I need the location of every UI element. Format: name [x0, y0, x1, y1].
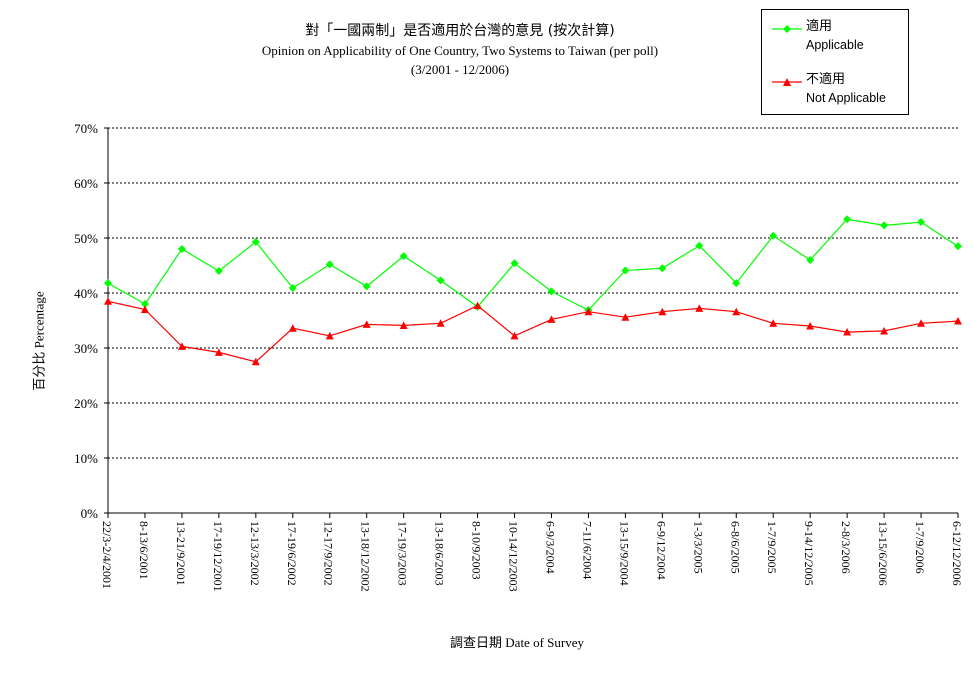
data-point-applicable	[843, 215, 852, 224]
x-tick-label: 6-9/3/2004	[543, 521, 557, 574]
y-tick-label: 60%	[74, 176, 98, 191]
series-line-not-applicable	[107, 300, 959, 363]
x-tick-label: 8-13/6/2001	[137, 521, 151, 580]
x-tick-label: 17-19/3/2003	[396, 521, 410, 586]
chart-subtitle: Opinion on Applicability of One Country,…	[261, 43, 659, 58]
x-tick-label: 22/3-2/4/2001	[100, 521, 114, 589]
data-point-applicable	[732, 279, 741, 288]
data-point-not-applicable	[473, 301, 482, 310]
data-point-not-applicable	[140, 305, 149, 313]
data-point-applicable	[436, 276, 445, 285]
x-tick-label: 13-18/6/2003	[433, 521, 447, 586]
data-point-applicable	[806, 256, 815, 264]
y-tick-label: 20%	[74, 396, 98, 411]
data-point-not-applicable	[621, 313, 630, 321]
data-point-applicable	[288, 284, 297, 293]
data-point-not-applicable	[732, 307, 741, 316]
x-tick-label: 13-15/6/2006	[876, 521, 890, 586]
x-tick-label: 6-12/12/2006	[950, 521, 964, 586]
y-tick-label: 50%	[74, 231, 98, 246]
x-tick-label: 1-7/9/2006	[913, 521, 927, 574]
legend-marker-applicable	[772, 25, 802, 33]
data-point-applicable	[177, 245, 186, 253]
x-tick-label: 13-15/9/2004	[617, 521, 631, 586]
data-point-applicable	[399, 252, 408, 261]
data-point-not-applicable	[510, 331, 519, 340]
x-tick-label: 17-19/6/2002	[285, 521, 299, 586]
data-point-applicable	[251, 237, 260, 246]
data-point-not-applicable	[584, 307, 593, 316]
data-point-not-applicable	[658, 307, 667, 316]
data-point-not-applicable	[917, 319, 926, 327]
x-tick-label: 13-21/9/2001	[174, 521, 188, 586]
data-point-not-applicable	[362, 320, 371, 328]
y-tick-label: 30%	[74, 341, 98, 356]
data-point-applicable	[658, 264, 667, 273]
data-point-not-applicable	[436, 319, 445, 327]
y-tick-label: 10%	[74, 451, 98, 466]
x-tick-label: 7-11/6/2004	[580, 521, 594, 579]
x-tick-label: 9-14/12/2005	[802, 521, 816, 586]
data-point-applicable	[917, 218, 926, 227]
legend-marker-not-applicable	[772, 78, 802, 86]
x-tick-label: 6-8/6/2005	[728, 521, 742, 574]
x-axis-label: 調查日期 Date of Survey	[450, 635, 584, 651]
x-tick-label: 2-8/3/2006	[839, 521, 853, 574]
data-point-applicable	[621, 266, 630, 275]
x-tick-label: 10-14/12/2003	[507, 521, 521, 592]
y-tick-label: 0%	[81, 506, 99, 521]
data-point-not-applicable	[288, 324, 297, 332]
x-tick-label: 12-13/3/2002	[248, 521, 262, 586]
x-tick-label: 1-7/9/2005	[765, 521, 779, 574]
data-point-not-applicable	[695, 304, 704, 312]
chart-period: (3/2001 - 12/2006)	[410, 62, 510, 77]
data-point-not-applicable	[769, 319, 778, 327]
x-tick-label: 8-10/9/2003	[470, 521, 484, 580]
y-tick-label: 40%	[74, 286, 98, 301]
data-point-applicable	[954, 242, 962, 251]
data-point-not-applicable	[177, 342, 186, 350]
data-point-not-applicable	[880, 326, 889, 335]
data-point-applicable	[880, 221, 889, 230]
legend-label-applicable: 適用 Applicable	[806, 19, 864, 52]
data-point-not-applicable	[806, 322, 815, 330]
x-tick-label: 12-17/9/2002	[322, 521, 336, 586]
data-point-applicable	[325, 260, 334, 269]
data-point-applicable	[362, 282, 371, 291]
y-tick-label: 70%	[74, 121, 98, 136]
x-tick-label: 17-19/12/2001	[211, 521, 225, 592]
data-point-not-applicable	[104, 297, 112, 305]
data-point-applicable	[695, 241, 704, 250]
data-point-not-applicable	[251, 357, 260, 366]
chart-legend: 適用 Applicable 不適用 Not Applicable	[761, 9, 909, 115]
legend-label-not-applicable: 不適用 Not Applicable	[806, 72, 886, 105]
x-tick-label: 13-18/12/2002	[359, 521, 373, 592]
data-point-not-applicable	[399, 321, 408, 329]
chart-title: 對「一國兩制」是否適用於台灣的意見 (按次計算)	[305, 23, 615, 39]
data-point-not-applicable	[843, 328, 852, 336]
series-line-applicable	[107, 218, 959, 311]
data-point-applicable	[140, 300, 149, 308]
data-point-applicable	[510, 259, 519, 268]
data-point-applicable	[769, 231, 778, 240]
data-point-not-applicable	[547, 315, 556, 323]
data-point-applicable	[104, 279, 112, 288]
x-tick-label: 6-9/12/2004	[654, 521, 668, 580]
data-point-not-applicable	[954, 317, 962, 325]
data-point-applicable	[214, 267, 223, 275]
x-tick-label: 1-3/3/2005	[691, 521, 705, 574]
data-point-not-applicable	[214, 348, 223, 356]
chart-title-block: 對「一國兩制」是否適用於台灣的意見 (按次計算) Opinion on Appl…	[160, 22, 760, 79]
data-point-applicable	[547, 287, 556, 296]
data-point-not-applicable	[325, 331, 334, 340]
